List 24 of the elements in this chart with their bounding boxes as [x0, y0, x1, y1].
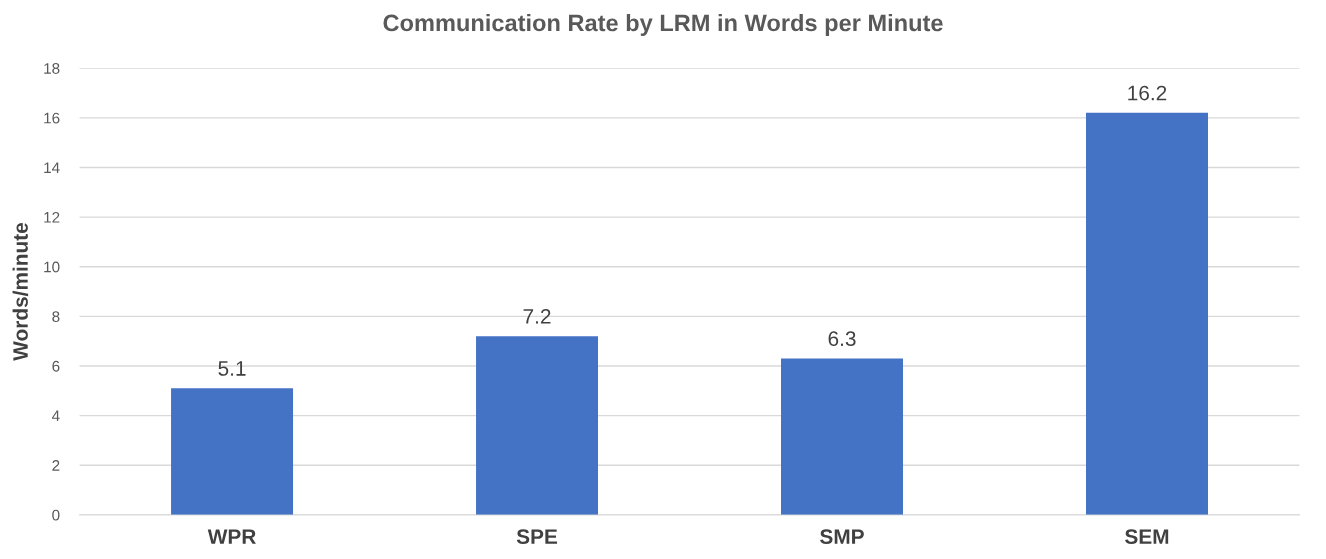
y-tick-label: 12 [44, 211, 60, 223]
y-tick-label: 6 [52, 360, 60, 372]
y-tick-label: 8 [52, 311, 60, 323]
y-tick-label: 18 [44, 63, 60, 74]
bar [171, 388, 294, 515]
x-tick-label: SPE [516, 529, 558, 545]
chart-title: Communication Rate by LRM in Words per Minute [383, 13, 943, 36]
data-label: 6.3 [828, 331, 856, 347]
y-tick-label: 0 [52, 509, 60, 521]
x-tick-label: WPR [207, 529, 256, 544]
bar [476, 336, 599, 515]
y-tick-label: 16 [44, 112, 60, 124]
y-tick-label: 14 [44, 162, 60, 173]
data-label: 5.1 [218, 361, 246, 376]
x-tick-label: SEM [1125, 529, 1169, 545]
x-tick-label: SMP [820, 529, 864, 545]
bar [781, 358, 904, 515]
y-tick-label: 2 [52, 460, 60, 471]
y-tick-label: 4 [51, 410, 60, 422]
data-label: 16.2 [1128, 85, 1167, 101]
data-label: 7.2 [523, 308, 551, 324]
y-tick-label: 10 [44, 261, 60, 273]
bar [1085, 112, 1208, 515]
y-axis-title: Words/minute [12, 222, 29, 361]
